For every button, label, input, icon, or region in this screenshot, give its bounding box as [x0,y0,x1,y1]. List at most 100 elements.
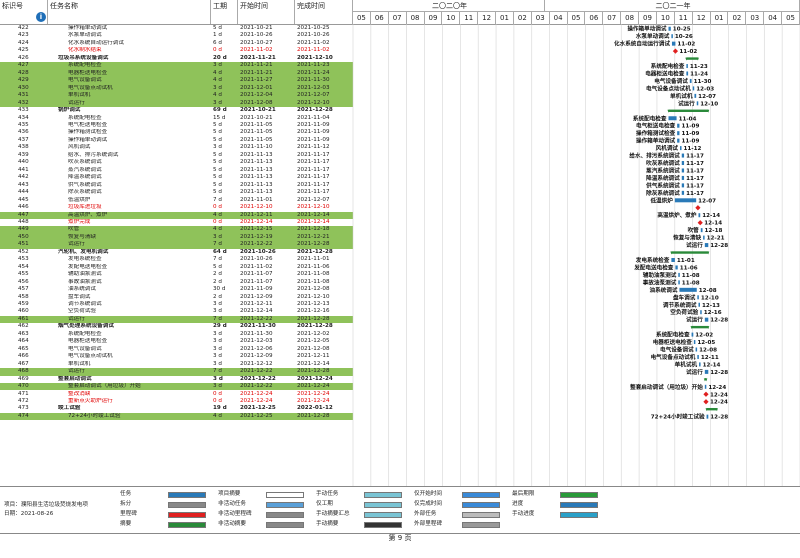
table-row[interactable]: 422 操作箱单动调试 5 d 2021-10-21 2021-10-25 [0,25,353,32]
row-name: 风机调试 [68,144,91,151]
table-row[interactable]: 438 风机调试 3 d 2021-11-10 2021-11-12 [0,144,353,151]
month-cell: 09 [425,12,443,24]
table-row[interactable]: 458 盘车调试 2 d 2021-12-09 2021-12-10 [0,294,353,301]
row-id: 425 [18,47,29,54]
col-name-header[interactable]: 任务名称 [48,0,211,24]
task-bar [668,26,671,31]
col-id-header[interactable]: 标识号 i [0,0,48,24]
month-cell: 12 [478,12,497,24]
legend-label: 手动摘要 [316,521,339,527]
table-row[interactable]: 434 系统配电检查 15 d 2021-10-21 2021-11-04 [0,115,353,122]
table-row[interactable]: 474 72+24小时竣工试验 4 d 2021-12-25 2021-12-28 [0,412,353,421]
table-row[interactable]: 451 试运行 7 d 2021-12-22 2021-12-28 [0,241,353,249]
row-finish: 2021-11-30 [297,77,330,84]
table-row[interactable]: 430 电气设备点动试机 3 d 2021-12-01 2021-12-03 [0,84,353,93]
table-row[interactable]: 469 整套启动调试 3 d 2021-12-22 2021-12-24 [0,376,353,383]
col-finish-header[interactable]: 完成时间 [295,0,353,24]
table-row[interactable]: 464 电器柜送电检查 3 d 2021-12-03 2021-12-05 [0,338,353,345]
row-id: 449 [18,226,29,233]
table-row[interactable]: 425 化水制水结束 0 d 2021-11-02 2021-11-02 [0,47,353,54]
row-id: 452 [18,248,29,255]
task-bar-label: 除灰系统调试 [646,189,680,197]
row-start: 2021-11-07 [240,278,273,285]
row-finish: 2021-11-17 [297,159,330,166]
table-row[interactable]: 432 试运行 3 d 2021-12-08 2021-12-10 [0,99,353,107]
table-row[interactable]: 440 吹灰系统调试 5 d 2021-11-13 2021-11-17 [0,159,353,166]
table-row[interactable]: 446 垃圾库进垃圾 0 d 2021-12-10 2021-12-10 [0,204,353,211]
table-row[interactable]: 455 辅助油泵测试 2 d 2021-11-07 2021-11-08 [0,271,353,278]
table-row[interactable]: 433 锅炉调试 69 d 2021-10-21 2021-12-28 [0,107,353,114]
table-row[interactable]: 428 电器柜送电检查 4 d 2021-11-21 2021-11-24 [0,69,353,78]
table-row[interactable]: 444 除灰系统调试 5 d 2021-11-13 2021-11-17 [0,189,353,196]
col-dur-header[interactable]: 工期 [211,0,238,24]
table-row[interactable]: 442 降温系统调试 5 d 2021-11-13 2021-11-17 [0,174,353,181]
task-bar-date: 11-01 [677,258,695,264]
table-row[interactable]: 457 油系统调试 30 d 2021-11-09 2021-12-08 [0,286,353,293]
legend-swatch [168,492,206,498]
row-start: 2021-11-09 [240,286,273,293]
table-row[interactable]: 441 蒸汽系统调试 5 d 2021-11-13 2021-11-17 [0,167,353,174]
table-row[interactable]: 462 烟气处理系统设备调试 29 d 2021-11-30 2021-12-28 [0,323,353,330]
row-duration: 0 d [213,398,222,404]
legend-label: 手动摘要汇总 [316,511,350,517]
legend-item: 手动进度 [512,510,598,518]
row-id: 470 [18,383,29,390]
table-row[interactable]: 448 煮炉完成 0 d 2021-12-14 2021-12-14 [0,219,353,226]
table-row[interactable]: 445 低温烘炉 7 d 2021-11-01 2021-12-07 [0,197,353,204]
table-row[interactable]: 468 试运行 7 d 2021-12-22 2021-12-28 [0,368,353,376]
row-id: 442 [18,174,29,181]
task-bar-label: 电气设备点动试机 [646,84,691,92]
legend-label: 手动进度 [512,511,535,517]
table-row[interactable]: 426 垃圾吊系统设备调试 20 d 2021-11-21 2021-12-10 [0,55,353,62]
table-row[interactable]: 423 水泵单动调试 1 d 2021-10-26 2021-10-26 [0,32,353,39]
table-row[interactable]: 463 系统配电检查 3 d 2021-11-30 2021-12-02 [0,331,353,338]
table-row[interactable]: 467 单机试机 3 d 2021-12-12 2021-12-14 [0,361,353,368]
legend-label: 摘要 [120,521,132,527]
table-row[interactable]: 431 单机试机 4 d 2021-12-04 2021-12-07 [0,92,353,100]
table-row[interactable]: 466 电气设备点动试机 3 d 2021-12-09 2021-12-11 [0,353,353,360]
table-row[interactable]: 470 整套启动调试（用垃圾）开始 3 d 2021-12-22 2021-12-24 [0,383,353,391]
table-row[interactable]: 436 操作箱测试检查 5 d 2021-11-05 2021-11-09 [0,129,353,136]
task-bar-label: 盘车调试 [673,293,696,301]
month-cell: 11 [675,12,693,24]
table-row[interactable]: 429 电气设备调试 4 d 2021-11-27 2021-11-30 [0,77,353,85]
row-start: 2021-11-02 [240,47,273,54]
table-row[interactable]: 447 高温烘炉、煮炉 4 d 2021-12-11 2021-12-14 [0,211,353,219]
table-row[interactable]: 450 恢复与清缺 3 d 2021-12-19 2021-12-21 [0,233,353,242]
row-duration: 3 d [213,338,222,345]
table-row[interactable]: 471 整改消缺 0 d 2021-12-24 2021-12-24 [0,391,353,398]
table-row[interactable]: 473 竣工试验 19 d 2021-12-25 2022-01-12 [0,405,353,412]
table-row[interactable]: 437 操作箱单动调试 5 d 2021-11-05 2021-11-09 [0,137,353,144]
table-row[interactable]: 460 空负荷试验 3 d 2021-12-14 2021-12-16 [0,308,353,315]
col-start-header[interactable]: 开始时间 [238,0,295,24]
table-row[interactable]: 435 电气柜送电检查 5 d 2021-11-05 2021-11-09 [0,122,353,129]
row-id: 467 [18,360,29,367]
row-finish: 2021-11-09 [297,121,330,128]
table-row[interactable]: 454 发配电送电检查 5 d 2021-11-02 2021-11-06 [0,264,353,271]
table-row[interactable]: 461 试运行 7 d 2021-12-22 2021-12-28 [0,315,353,324]
legend-swatch [462,492,500,498]
table-row[interactable]: 472 重新点火助炉运行 0 d 2021-12-24 2021-12-24 [0,398,353,405]
table-row[interactable]: 443 供气系统调试 5 d 2021-11-13 2021-11-17 [0,182,353,189]
table-row[interactable]: 453 发电系统检查 7 d 2021-10-26 2021-11-01 [0,256,353,263]
info-icon[interactable]: i [36,12,46,22]
table-row[interactable]: 424 化水系统自动运行调试 6 d 2021-10-27 2021-11-02 [0,40,353,47]
table-row[interactable]: 465 电气设备调试 3 d 2021-12-06 2021-12-08 [0,346,353,353]
table-row[interactable]: 427 系统配电检查 3 d 2021-11-21 2021-11-23 [0,62,353,70]
task-bar [686,71,689,76]
row-duration: 19 d [213,405,227,412]
row-duration: 3 d [213,233,222,240]
row-finish: 2021-11-09 [297,136,330,143]
row-finish: 2021-12-10 [297,204,330,211]
summary-cap [707,251,710,255]
table-row[interactable]: 439 给水、排污系统调试 5 d 2021-11-13 2021-11-17 [0,152,353,159]
table-row[interactable]: 456 事故油泵测试 2 d 2021-11-07 2021-11-08 [0,279,353,286]
row-finish: 2021-11-04 [297,114,330,121]
row-id: 462 [18,323,29,330]
legend-swatch [266,502,304,508]
table-row[interactable]: 449 吹管 4 d 2021-12-15 2021-12-18 [0,226,353,234]
table-row[interactable]: 459 调节系统调试 3 d 2021-12-11 2021-12-13 [0,301,353,308]
row-duration: 3 d [213,144,222,151]
legend-label: 项目摘要 [218,491,241,497]
table-row[interactable]: 452 汽轮机、发电机调试 64 d 2021-10-26 2021-12-28 [0,249,353,256]
